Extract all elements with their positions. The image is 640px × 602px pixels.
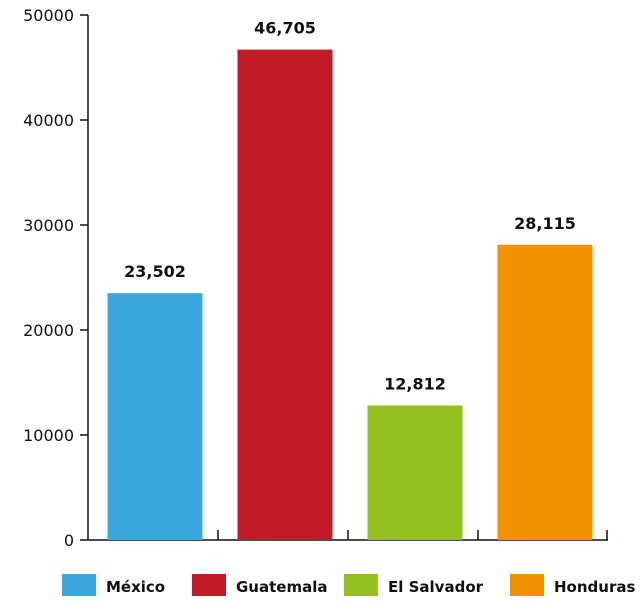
y-tick-label: 40000	[23, 111, 74, 130]
bar-1	[237, 49, 333, 540]
bars	[107, 49, 593, 541]
legend-label: El Salvador	[388, 578, 484, 596]
legend-swatch	[510, 574, 544, 596]
legend: México Guatemala El Salvador Honduras	[62, 574, 635, 596]
bar-0	[107, 293, 203, 540]
y-tick-label: 30000	[23, 216, 74, 235]
legend-swatch	[62, 574, 96, 596]
y-tick-label: 50000	[23, 6, 74, 25]
data-label-1: 46,705	[254, 19, 316, 38]
legend-label: México	[106, 578, 165, 596]
y-tick-label: 0	[64, 531, 74, 550]
data-label-0: 23,502	[124, 262, 186, 281]
data-label-3: 28,115	[514, 214, 576, 233]
bar-2	[367, 405, 463, 540]
y-axis: 0 10000 20000 30000 40000 50000	[23, 6, 89, 550]
legend-swatch	[192, 574, 226, 596]
legend-label: Guatemala	[236, 578, 327, 596]
y-tick-label: 10000	[23, 426, 74, 445]
data-label-2: 12,812	[384, 374, 446, 393]
bar-3	[497, 244, 593, 541]
y-tick-label: 20000	[23, 321, 74, 340]
data-labels: 23,502 46,705 12,812 28,115	[124, 19, 576, 394]
legend-label: Honduras	[554, 578, 635, 596]
legend-swatch	[344, 574, 378, 596]
